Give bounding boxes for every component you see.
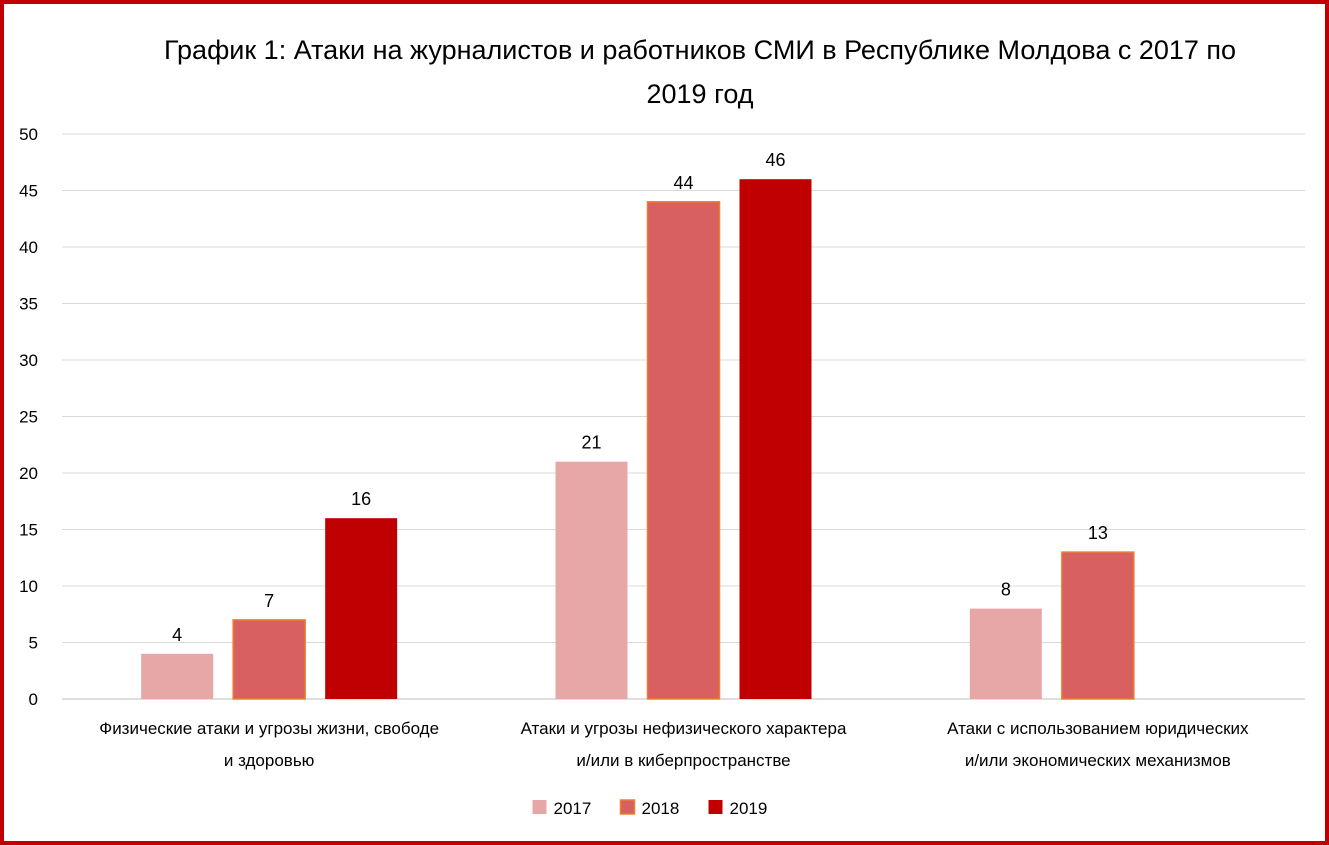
y-tick-label: 50: [19, 125, 38, 144]
category-label: Атаки и угрозы нефизического характера: [521, 719, 847, 738]
bar-2018: [1061, 551, 1135, 700]
y-tick-label: 30: [19, 351, 38, 370]
bar-2018: [232, 619, 306, 700]
data-label: 21: [581, 433, 601, 453]
y-tick-label: 35: [19, 295, 38, 314]
y-tick-label: 15: [19, 521, 38, 540]
y-tick-label: 20: [19, 464, 38, 483]
y-tick-label: 25: [19, 408, 38, 427]
category-label: Атаки с использованием юридических: [947, 719, 1249, 738]
bar-2019: [739, 179, 812, 699]
data-label: 8: [1001, 580, 1011, 600]
data-label: 44: [673, 173, 693, 193]
y-tick-label: 40: [19, 238, 38, 257]
bar-2017: [969, 608, 1042, 699]
category-label: и/или экономических механизмов: [965, 751, 1231, 770]
bar-2019: [325, 518, 398, 699]
legend-swatch-2018: [619, 799, 636, 815]
data-label: 16: [351, 489, 371, 509]
bar-2017: [141, 653, 214, 699]
category-label: и здоровью: [224, 751, 315, 770]
legend-label-2017: 2017: [554, 799, 592, 818]
y-tick-label: 5: [29, 634, 38, 653]
legend-swatch-2017: [532, 800, 547, 814]
y-tick-label: 0: [29, 690, 38, 709]
data-label: 13: [1088, 523, 1108, 543]
legend-label-2019: 2019: [730, 799, 768, 818]
y-tick-label: 10: [19, 577, 38, 596]
legend-label-2018: 2018: [642, 799, 680, 818]
category-label: Физические атаки и угрозы жизни, свободе: [99, 719, 439, 738]
y-tick-label: 45: [19, 182, 38, 201]
legend-swatch-2019: [708, 800, 723, 814]
data-label: 4: [172, 625, 182, 645]
bar-2017: [555, 461, 628, 699]
bar-2018: [646, 201, 721, 700]
data-label: 7: [264, 591, 274, 611]
data-label: 46: [765, 150, 785, 170]
category-label: и/или в киберпространстве: [576, 751, 790, 770]
chart-title: График 1: Атаки на журналистов и работни…: [163, 35, 1237, 109]
